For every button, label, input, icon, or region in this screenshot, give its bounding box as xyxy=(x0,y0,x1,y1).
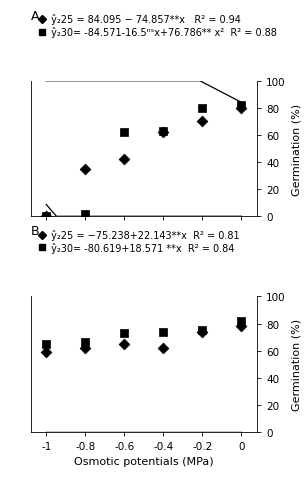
Point xyxy=(44,348,49,356)
Point xyxy=(239,102,244,110)
Text: B.: B. xyxy=(31,225,43,238)
Point xyxy=(83,210,88,218)
Point xyxy=(161,344,166,352)
Point xyxy=(122,329,127,337)
Point xyxy=(83,344,88,352)
Point xyxy=(239,317,244,325)
Point xyxy=(239,323,244,330)
Point xyxy=(161,328,166,336)
X-axis label: Osmotic potentials (MPa): Osmotic potentials (MPa) xyxy=(74,456,214,467)
Point xyxy=(83,166,88,173)
Point xyxy=(122,340,127,348)
Point xyxy=(200,119,205,126)
Point xyxy=(44,213,49,221)
Point xyxy=(83,339,88,347)
Y-axis label: Germination (%): Germination (%) xyxy=(291,103,301,195)
Point xyxy=(239,105,244,112)
Point xyxy=(161,129,166,137)
Point xyxy=(200,105,205,112)
Point xyxy=(161,128,166,135)
Point xyxy=(200,328,205,336)
Point xyxy=(200,327,205,335)
Point xyxy=(44,340,49,348)
Text: A.: A. xyxy=(31,10,43,23)
Point xyxy=(44,213,49,221)
Point xyxy=(122,156,127,164)
Y-axis label: Germination (%): Germination (%) xyxy=(291,318,301,410)
Legend:  ŷ₂25 = −75.238+22.143**x  R² = 0.81,  ŷ₂30= -80.619+18.571 **x  R² = 0.84: ŷ₂25 = −75.238+22.143**x R² = 0.81, ŷ₂30… xyxy=(40,229,239,253)
Point xyxy=(122,129,127,137)
Legend:  ŷ₂25 = 84.095 − 74.857**x   R² = 0.94,  ŷ₂30= -84.571-16.5ⁿˢx+76.786** x²  R² =: ŷ₂25 = 84.095 − 74.857**x R² = 0.94, ŷ₂3… xyxy=(40,14,277,38)
